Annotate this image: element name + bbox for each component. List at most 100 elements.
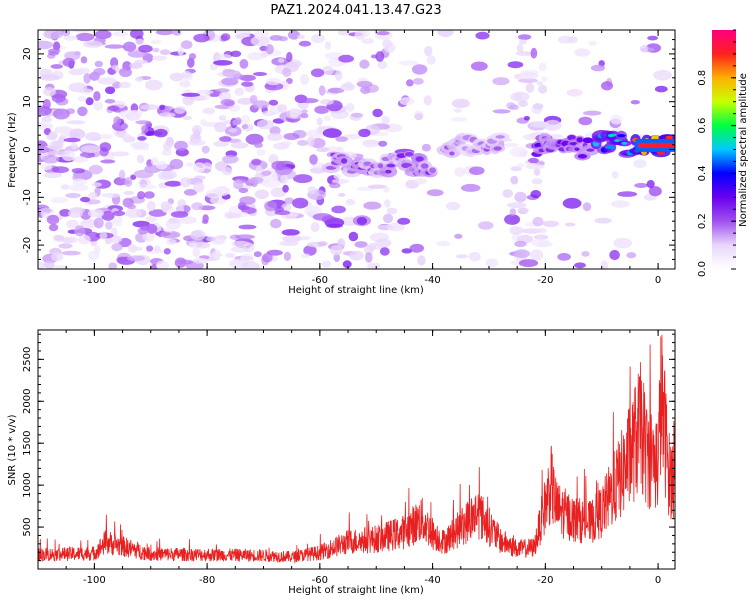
heatmap-cell [181,92,201,97]
heatmap-cell [277,36,288,42]
colorbar-tick-label: 0.0 [697,261,708,277]
heatmap-cell [63,137,81,143]
heatmap-cell [69,128,86,140]
signal-core [386,163,396,168]
heatmap-cell [188,53,197,60]
snr-x-axis-label: Height of straight line (km) [288,585,424,596]
heatmap-cell [421,143,431,152]
heatmap-cell [38,105,52,116]
heatmap-cell [525,82,535,93]
heatmap-cell [454,233,463,239]
heatmap-cell [414,113,424,121]
heatmap-cell [150,263,158,269]
heatmap-cell [181,71,192,79]
heatmap-cell [213,186,231,197]
heatmap-cell [138,44,153,53]
heatmap-cell [530,190,542,199]
heatmap-cell [630,100,640,105]
heatmap-cell [225,252,235,259]
heatmap-cell [61,250,81,256]
heatmap-cell [177,199,187,207]
signal-core [576,137,583,143]
heatmap-cell [38,121,48,129]
heatmap-cell [265,44,274,55]
heatmap-cell [261,179,281,188]
heatmap-cell [277,104,287,113]
heatmap-cell [71,168,86,174]
heatmap-cell [564,222,576,227]
heatmap-cell [129,109,143,118]
heatmap-cell [266,77,281,86]
snr-series-line [38,334,675,564]
heatmap-cell [254,142,263,148]
x-tick-label: -20 [537,275,553,286]
heatmap-cell [193,33,210,43]
heatmap-cell [54,126,73,134]
heatmap-cell [143,191,155,199]
heatmap-cell [43,30,64,40]
heatmap-cell [245,133,264,145]
heatmap-cell [152,55,168,61]
heatmap-cell [247,52,265,61]
heatmap-cell [137,136,147,141]
heatmap-cell [230,50,242,57]
heatmap-cell [50,252,64,262]
heatmap-cell [342,260,352,269]
heatmap-cell [99,142,112,152]
heatmap-cell [155,30,174,36]
heatmap-cell [48,131,59,140]
heatmap-cell [126,255,145,262]
heatmap-cell [221,77,239,86]
heatmap-cell [611,200,630,208]
heatmap-cell [178,216,197,224]
heatmap-cell [158,112,176,118]
heatmap-cell [266,133,283,141]
heatmap-cell [601,81,613,91]
heatmap-cell [196,89,214,95]
heatmap-cell [160,201,172,211]
heatmap-cell [446,201,461,211]
heatmap-cell [116,256,128,263]
heatmap-cell [594,217,612,224]
heatmap-cell [281,229,300,236]
heatmap-cell [359,59,370,69]
heatmap-cell [613,237,633,249]
heatmap-cell [367,263,375,269]
y-tick-label: -10 [22,189,33,205]
heatmap-cell [80,196,91,203]
heatmap-cell [192,247,201,258]
heatmap-cell [264,200,277,212]
heatmap-cell [107,105,120,111]
heatmap-cell [361,38,375,44]
heatmap-cell [451,98,470,109]
heatmap-cell [62,57,76,67]
heatmap-cell [43,260,55,269]
heatmap-cell [557,253,571,261]
heatmap-cell [241,124,249,130]
heatmap-cell [262,252,273,263]
heatmap-cell [533,234,549,240]
y-tick-label: -20 [22,237,33,253]
heatmap-cell [386,207,398,215]
heatmap-cell [99,133,113,140]
heatmap-cell [502,143,519,148]
heatmap-cell [582,202,592,212]
y-tick-label: 20 [22,48,33,61]
heatmap-cell [639,44,649,53]
heatmap-cell [273,142,290,150]
heatmap-cell [140,104,160,111]
heatmap-cell [312,213,333,221]
heatmap-cell [310,222,320,233]
heatmap-cell [296,139,309,146]
heatmap-cell [654,85,668,93]
heatmap-cell [83,72,91,84]
heatmap-cell [129,62,143,69]
heatmap-cell [50,64,63,69]
heatmap-cell [94,245,101,255]
heatmap-cell [365,252,373,263]
signal-core [404,152,414,157]
x-tick-label: -80 [199,575,215,586]
heatmap-cell [206,236,217,242]
heatmap-cell [38,207,55,215]
heatmap-cell [66,219,79,229]
